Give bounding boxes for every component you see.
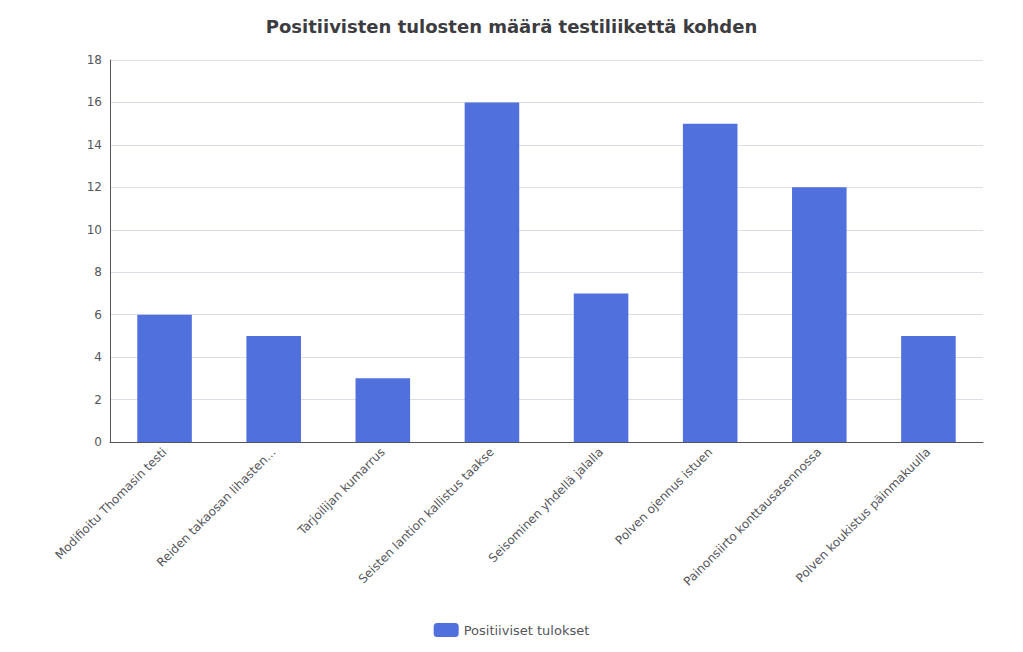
svg-text:8: 8 bbox=[94, 265, 102, 279]
svg-text:14: 14 bbox=[87, 138, 102, 152]
svg-text:Seisten lantion kallistus taak: Seisten lantion kallistus taakse bbox=[356, 445, 497, 586]
svg-text:2: 2 bbox=[94, 393, 102, 407]
svg-text:Modifioitu Thomasin testi: Modifioitu Thomasin testi bbox=[52, 445, 169, 562]
svg-text:Reiden takaosan lihasten...: Reiden takaosan lihasten... bbox=[154, 445, 279, 570]
svg-text:Positiiviset tulokset: Positiiviset tulokset bbox=[464, 623, 590, 638]
svg-text:12: 12 bbox=[87, 180, 102, 194]
svg-text:6: 6 bbox=[94, 308, 102, 322]
svg-text:18: 18 bbox=[87, 53, 102, 67]
svg-text:10: 10 bbox=[87, 223, 102, 237]
svg-text:Painonsiirto konttausasennossa: Painonsiirto konttausasennossa bbox=[680, 445, 825, 589]
svg-text:0: 0 bbox=[94, 435, 102, 449]
svg-text:16: 16 bbox=[87, 95, 102, 109]
svg-text:Tarjoilijan kumarrus: Tarjoilijan kumarrus bbox=[294, 445, 387, 538]
svg-text:Polven koukistus päinmakuulla: Polven koukistus päinmakuulla bbox=[793, 445, 933, 585]
svg-text:Seisominen yhdellä jalalla: Seisominen yhdellä jalalla bbox=[486, 445, 606, 565]
svg-text:Polven ojennus istuen: Polven ojennus istuen bbox=[613, 445, 716, 548]
svg-text:Positiivisten tulosten määrä t: Positiivisten tulosten määrä testiliiket… bbox=[266, 16, 758, 37]
svg-text:4: 4 bbox=[94, 350, 102, 364]
